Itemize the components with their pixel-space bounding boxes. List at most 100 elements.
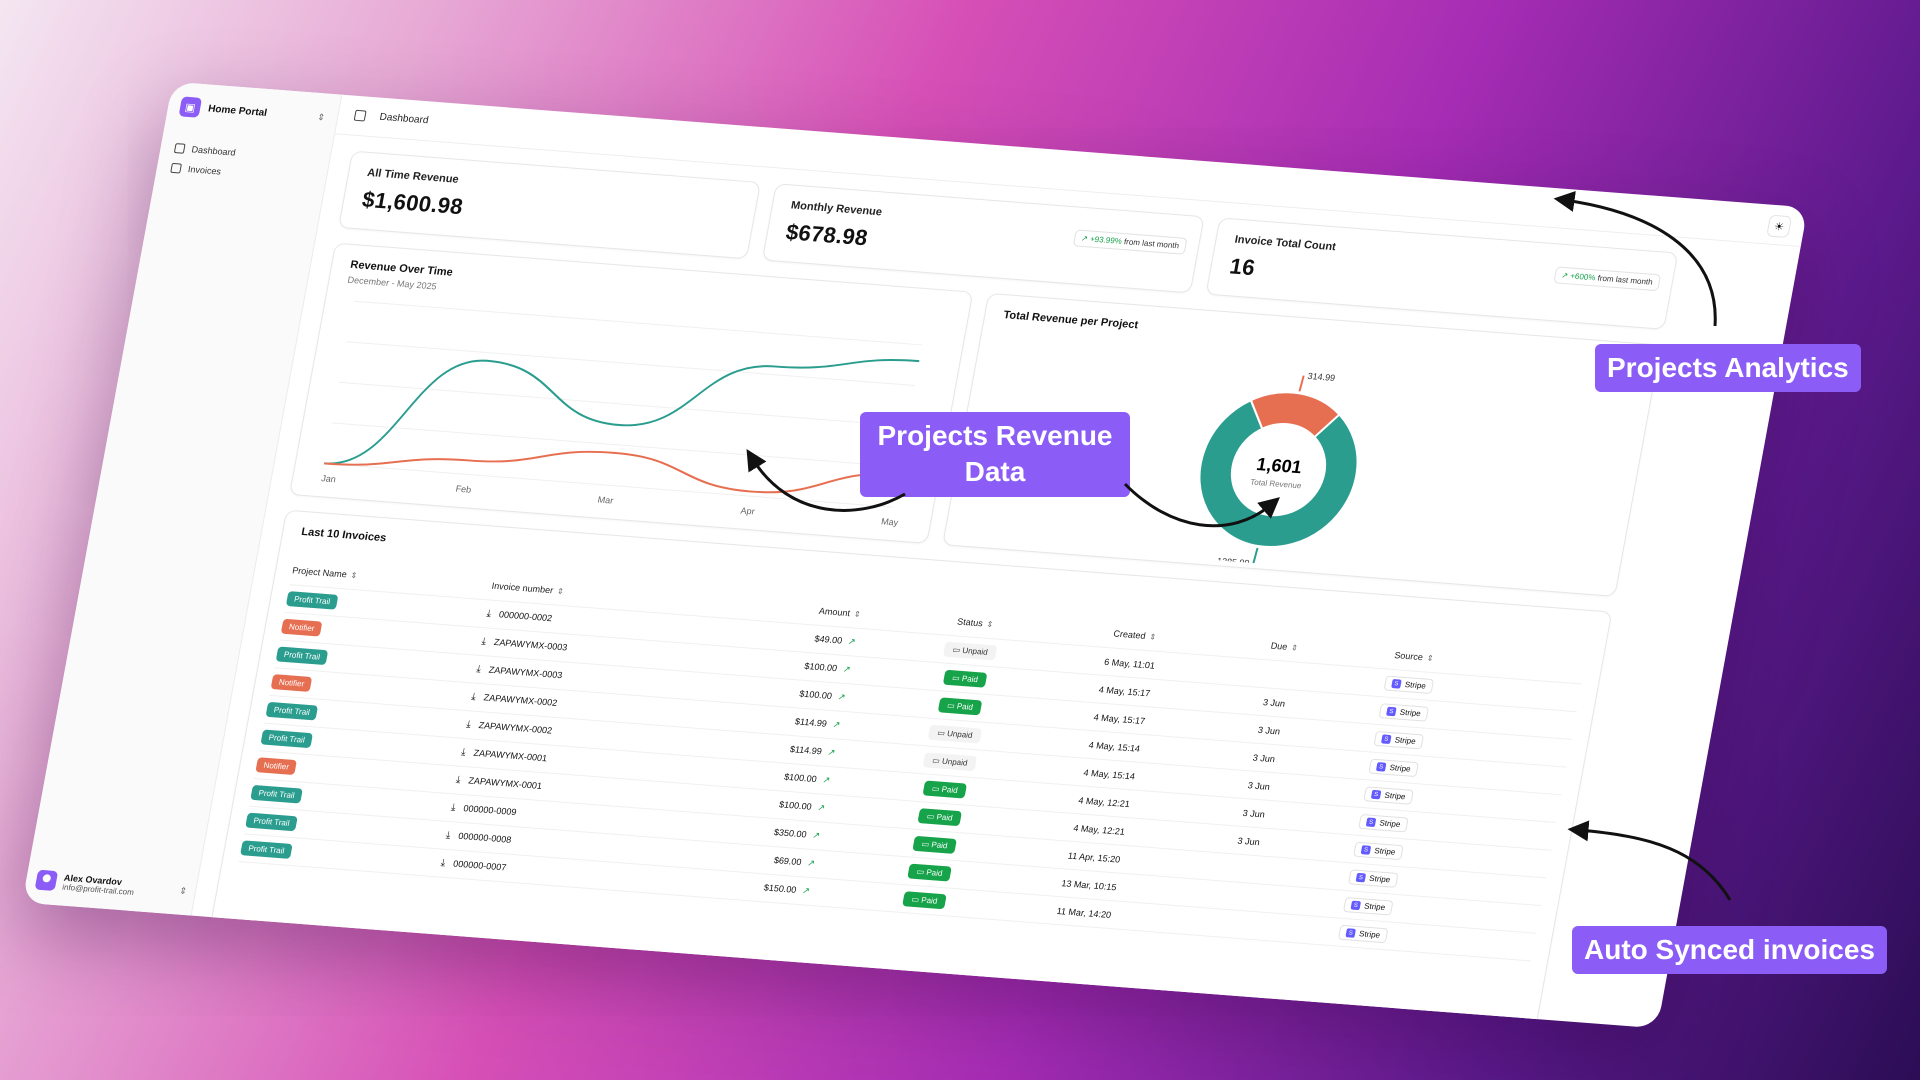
download-icon[interactable]: ⤓ bbox=[450, 802, 457, 814]
cell-created: 4 May, 15:14 bbox=[1087, 739, 1141, 754]
status-badge: ▭ Paid bbox=[902, 891, 947, 910]
stripe-icon: S bbox=[1380, 734, 1392, 744]
callout-projects-analytics: Projects Analytics bbox=[1595, 344, 1861, 393]
download-icon[interactable]: ⤓ bbox=[444, 829, 452, 842]
invoice-number: ZAPAWYMX-0002 bbox=[477, 720, 553, 736]
sidebar-toggle-icon[interactable] bbox=[353, 109, 367, 122]
stripe-icon: S bbox=[1345, 928, 1357, 938]
stripe-icon: S bbox=[1391, 679, 1402, 689]
cell-source: S Stripe bbox=[1297, 922, 1429, 947]
source-badge: S Stripe bbox=[1348, 869, 1399, 888]
source-label: Stripe bbox=[1399, 707, 1422, 719]
cell-created: 4 May, 15:17 bbox=[1098, 684, 1152, 698]
cell-status: ▭ Paid bbox=[858, 832, 1010, 858]
download-icon[interactable]: ⤓ bbox=[470, 691, 477, 703]
cell-source: S Stripe bbox=[1302, 894, 1434, 919]
column-header-project[interactable]: Project Name ⇕ bbox=[292, 565, 493, 590]
sun-icon: ☀ bbox=[1773, 220, 1786, 234]
user-menu[interactable]: Alex Ovardov info@profit-trail.com ⇕ bbox=[34, 869, 189, 901]
external-link-icon[interactable]: ↗ bbox=[847, 636, 857, 647]
sort-icon: ⇕ bbox=[1290, 642, 1299, 653]
download-icon[interactable]: ⤓ bbox=[439, 857, 447, 869]
cell-amount: $100.00 ↗ bbox=[705, 681, 886, 706]
invoice-number: 000000-0008 bbox=[457, 830, 513, 845]
cell-status: ▭ Paid bbox=[889, 666, 1041, 692]
external-link-icon[interactable]: ↗ bbox=[811, 830, 821, 841]
external-link-icon[interactable]: ↗ bbox=[821, 774, 832, 786]
source-badge: S Stripe bbox=[1342, 897, 1394, 916]
trend-suffix: from last month bbox=[1596, 273, 1654, 287]
column-label: Created bbox=[1112, 628, 1147, 641]
stripe-icon: S bbox=[1375, 762, 1387, 772]
amount-value: $350.00 bbox=[773, 827, 808, 840]
cell-due bbox=[1169, 919, 1299, 929]
external-link-icon[interactable]: ↗ bbox=[806, 857, 816, 869]
user-info: Alex Ovardov info@profit-trail.com bbox=[62, 872, 175, 899]
source-badge: S Stripe bbox=[1358, 813, 1409, 833]
grid-line bbox=[338, 381, 908, 427]
external-link-icon[interactable]: ↗ bbox=[826, 746, 837, 758]
project-badge: Notifier bbox=[280, 618, 323, 637]
status-badge: ▭ Paid bbox=[912, 835, 957, 854]
external-link-icon[interactable]: ↗ bbox=[801, 885, 811, 896]
slice-data-label: 1285.99 bbox=[1216, 556, 1250, 568]
workspace-name: Home Portal bbox=[207, 103, 269, 119]
amount-value: $100.00 bbox=[798, 688, 833, 701]
kpi-card-invoice-count: Invoice Total Count 16 ↗ +600% from last… bbox=[1205, 217, 1679, 330]
chevron-updown-icon: ⇕ bbox=[316, 111, 326, 122]
trend-suffix: from last month bbox=[1123, 237, 1180, 251]
download-icon[interactable]: ⤓ bbox=[480, 636, 487, 648]
download-icon[interactable]: ⤓ bbox=[460, 746, 467, 759]
file-icon bbox=[170, 162, 182, 174]
status-label: Paid bbox=[920, 895, 939, 906]
status-label: Unpaid bbox=[941, 756, 969, 768]
donut-center-value: 1,601 bbox=[1255, 454, 1303, 477]
cell-created: 4 May, 12:21 bbox=[1077, 794, 1131, 809]
app-window: ▣ Home Portal ⇕ Dashboard Invoices Alex … bbox=[22, 81, 1808, 1029]
kpi-card-all-time-revenue: All Time Revenue $1,600.98 bbox=[338, 150, 761, 260]
status-label: Paid bbox=[961, 674, 979, 685]
source-label: Stripe bbox=[1404, 680, 1427, 691]
source-badge: S Stripe bbox=[1337, 924, 1389, 944]
download-icon[interactable]: ⤓ bbox=[465, 719, 472, 731]
external-link-icon[interactable]: ↗ bbox=[842, 663, 852, 675]
donut-center-label: Total Revenue bbox=[1250, 478, 1303, 491]
trend-value: +93.99% bbox=[1089, 234, 1123, 246]
revenue-line-chart: Jan Feb Mar Apr May bbox=[320, 300, 923, 528]
cell-created: 6 May, 11:01 bbox=[1103, 656, 1156, 671]
chevron-updown-icon: ⇕ bbox=[178, 885, 188, 896]
amount-value: $100.00 bbox=[803, 660, 838, 674]
x-tick-label: Mar bbox=[597, 495, 614, 506]
column-header-created[interactable]: Created ⇕ bbox=[1049, 623, 1220, 646]
column-header-source[interactable]: Source ⇕ bbox=[1348, 646, 1479, 666]
cell-source: S Stripe bbox=[1333, 728, 1465, 753]
x-tick-label: Jan bbox=[320, 473, 336, 484]
external-link-icon[interactable]: ↗ bbox=[837, 691, 847, 703]
source-label: Stripe bbox=[1378, 818, 1402, 829]
status-badge: ▭ Paid bbox=[907, 863, 952, 882]
cell-created: 4 May, 12:21 bbox=[1072, 822, 1126, 837]
cell-status: ▭ Paid bbox=[869, 776, 1021, 802]
donut-slice-1 bbox=[1249, 391, 1341, 439]
column-label: Source bbox=[1393, 649, 1424, 662]
cell-amount: $100.00 ↗ bbox=[684, 792, 865, 817]
download-icon[interactable]: ⤓ bbox=[455, 774, 462, 786]
external-link-icon[interactable]: ↗ bbox=[831, 719, 842, 730]
column-header-due[interactable]: Due ⇕ bbox=[1219, 636, 1350, 656]
column-header-status[interactable]: Status ⇕ bbox=[900, 612, 1051, 633]
cell-amount: $49.00 ↗ bbox=[715, 626, 896, 651]
external-link-icon[interactable]: ↗ bbox=[816, 802, 827, 813]
trend-up-icon: ↗ bbox=[1560, 270, 1569, 281]
download-icon[interactable]: ⤓ bbox=[475, 663, 482, 675]
theme-toggle-button[interactable]: ☀ bbox=[1766, 214, 1793, 239]
column-label: Status bbox=[956, 616, 984, 628]
workspace-switcher[interactable]: ▣ Home Portal ⇕ bbox=[174, 92, 332, 131]
status-badge: ▭ Paid bbox=[937, 697, 983, 716]
download-icon[interactable]: ⤓ bbox=[485, 608, 493, 620]
column-header-amount[interactable]: Amount ⇕ bbox=[720, 598, 901, 622]
status-label: Paid bbox=[940, 784, 959, 795]
cell-status: ▭ Paid bbox=[864, 804, 1016, 830]
source-badge: S Stripe bbox=[1363, 786, 1414, 805]
kpi-card-monthly-revenue: Monthly Revenue $678.98 ↗ +93.99% from l… bbox=[761, 183, 1205, 294]
column-label: Amount bbox=[818, 605, 852, 618]
